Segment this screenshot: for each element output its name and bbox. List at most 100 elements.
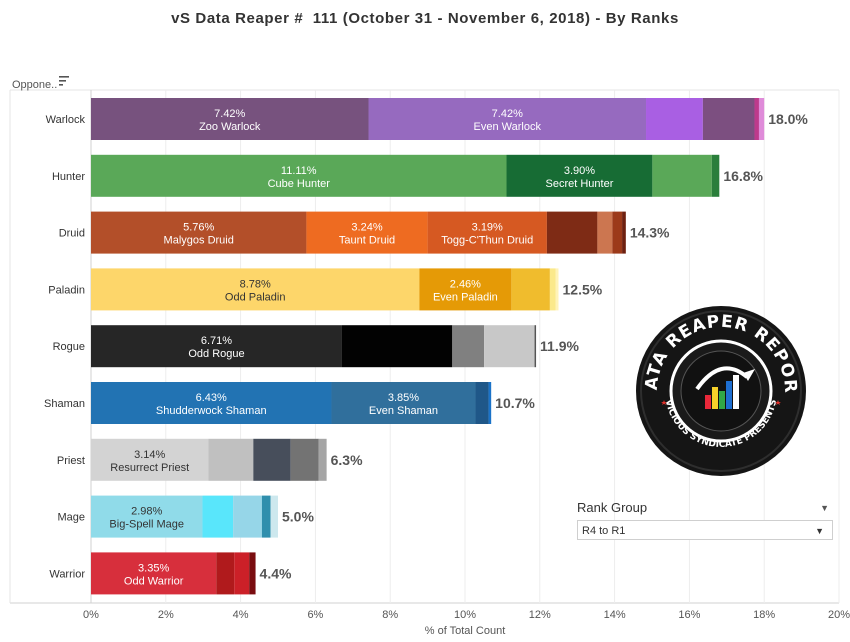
rank-group-title: Rank Group: [577, 500, 648, 515]
segment-archetype-label: Big-Spell Mage: [109, 519, 184, 531]
bar-segment: [427, 211, 547, 254]
row-total-label: 16.8%: [723, 168, 763, 184]
segment-value-label: 6.43%: [196, 392, 227, 404]
row-total-label: 18.0%: [768, 111, 808, 127]
bar-segment: [597, 211, 613, 254]
bar-segment: [91, 495, 203, 538]
bar-segment: [91, 382, 332, 424]
row-label-warlock: Warlock: [46, 114, 86, 126]
bar-segment: [318, 438, 327, 481]
segment-archetype-label: Cube Hunter: [268, 178, 331, 190]
bar-segment: [270, 495, 278, 538]
row-label-druid: Druid: [59, 228, 85, 240]
segment-value-label: 6.71%: [201, 335, 232, 347]
row-total-label: 4.4%: [260, 565, 292, 581]
segment-archetype-label: Even Paladin: [433, 291, 498, 303]
bar-segment: [702, 98, 755, 140]
filter-menu-caret-icon[interactable]: ▼: [820, 503, 829, 513]
x-axis-label: % of Total Count: [425, 625, 506, 637]
row-total-label: 6.3%: [331, 452, 363, 468]
x-tick-label: 6%: [307, 609, 323, 621]
bar-segment: [452, 325, 485, 368]
x-tick-label: 16%: [678, 609, 700, 621]
row-total-label: 12.5%: [563, 281, 603, 297]
segment-value-label: 3.19%: [472, 222, 503, 234]
row-label-paladin: Paladin: [48, 284, 85, 296]
bar-segment: [475, 382, 489, 424]
bar-segment: [208, 438, 254, 481]
x-tick-label: 10%: [454, 609, 476, 621]
segment-value-label: 7.42%: [492, 108, 523, 120]
row-label-shaman: Shaman: [44, 398, 85, 410]
row-total-label: 11.9%: [540, 338, 579, 354]
bar-segment: [91, 211, 307, 254]
row-header-label: Oppone..: [12, 79, 57, 91]
bar-segment: [506, 154, 653, 197]
row-label-hunter: Hunter: [52, 171, 85, 183]
segment-archetype-label: Taunt Druid: [339, 235, 395, 247]
x-tick-label: 20%: [828, 609, 850, 621]
bar-segment: [91, 154, 507, 197]
segment-archetype-label: Resurrect Priest: [110, 462, 189, 474]
bar-segment: [555, 268, 559, 311]
segment-value-label: 2.98%: [131, 506, 162, 518]
rank-group-filter[interactable]: Rank Group ▼ R4 to R1 ▼: [577, 500, 833, 540]
bar-segment: [306, 211, 428, 254]
segment-value-label: 3.24%: [351, 222, 382, 234]
segment-archetype-label: Shudderwock Shaman: [156, 405, 267, 417]
row-label-mage: Mage: [57, 512, 85, 524]
bar-segment: [546, 211, 598, 254]
segment-value-label: 2.46%: [450, 278, 481, 290]
chart-title: vS Data Reaper # 111 (October 31 - Novem…: [171, 10, 679, 27]
bar-segment: [290, 438, 319, 481]
bar-segment: [249, 552, 256, 595]
segment-value-label: 3.90%: [564, 165, 595, 177]
bar-segment: [91, 552, 217, 595]
bar-segment: [511, 268, 550, 311]
segment-archetype-label: Secret Hunter: [546, 178, 614, 190]
x-tick-label: 0%: [83, 609, 99, 621]
caret-down-icon[interactable]: ▼: [815, 526, 824, 536]
segment-value-label: 3.35%: [138, 562, 169, 574]
bar-segment: [711, 154, 720, 197]
segment-archetype-label: Even Shaman: [369, 405, 438, 417]
bar-segment: [484, 325, 535, 368]
bar-segment: [646, 98, 703, 140]
segment-archetype-label: Odd Rogue: [188, 348, 244, 360]
data-reaper-logo: DATA REAPER REPORT VICIOUS SYNDICATE PRE…: [635, 305, 806, 476]
bar-segment: [91, 438, 209, 481]
bar-segment: [331, 382, 476, 424]
segment-archetype-label: Odd Paladin: [225, 291, 286, 303]
segment-archetype-label: Odd Warrior: [124, 575, 184, 587]
bar-segment: [652, 154, 712, 197]
bar-segment: [234, 552, 250, 595]
bar-segment: [534, 325, 537, 368]
x-tick-label: 2%: [158, 609, 174, 621]
bar-segment: [368, 98, 647, 140]
bar-segment: [91, 268, 420, 311]
rank-group-selected-value: R4 to R1: [582, 525, 626, 537]
row-total-label: 10.7%: [495, 395, 535, 411]
rank-group-select[interactable]: R4 to R1 ▼: [577, 520, 833, 540]
row-label-rogue: Rogue: [53, 341, 85, 353]
x-tick-label: 18%: [753, 609, 775, 621]
bar-segment: [253, 438, 291, 481]
segment-archetype-label: Zoo Warlock: [199, 121, 261, 133]
segment-value-label: 5.76%: [183, 222, 214, 234]
bar-segment: [622, 211, 626, 254]
bar-segment: [216, 552, 235, 595]
bar-segment: [419, 268, 512, 311]
x-tick-label: 4%: [233, 609, 249, 621]
segment-archetype-label: Togg-C'Thun Druid: [441, 235, 533, 247]
segment-archetype-label: Even Warlock: [474, 121, 542, 133]
segment-value-label: 3.14%: [134, 449, 165, 461]
x-tick-label: 14%: [604, 609, 626, 621]
sort-icon: [59, 80, 66, 82]
segment-value-label: 11.11%: [281, 165, 317, 177]
sort-icon: [59, 84, 63, 86]
bar-segment: [754, 98, 759, 140]
bar-segment: [233, 495, 262, 538]
segment-value-label: 8.78%: [240, 278, 271, 290]
bar-segment: [612, 211, 623, 254]
